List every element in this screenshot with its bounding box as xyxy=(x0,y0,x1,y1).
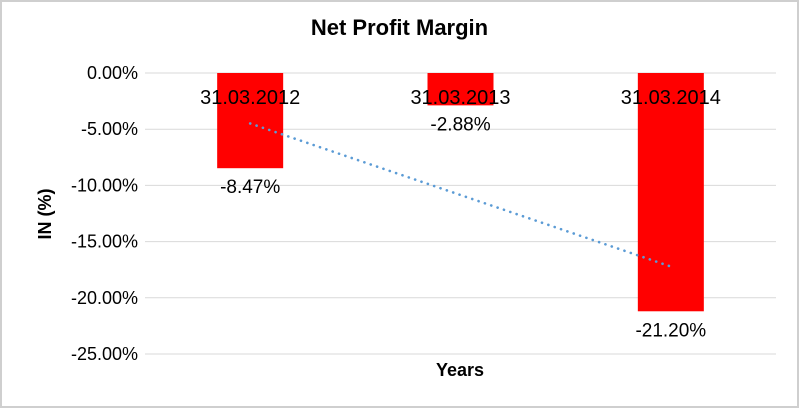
y-tick-label: -20.00% xyxy=(71,288,138,308)
value-label: -21.20% xyxy=(635,320,706,341)
y-tick-label: -5.00% xyxy=(81,119,138,139)
value-label: -8.47% xyxy=(220,177,280,198)
value-label: -2.88% xyxy=(430,114,490,135)
y-tick-label: -15.00% xyxy=(71,232,138,252)
x-axis-title: Years xyxy=(435,360,485,380)
bar xyxy=(427,73,494,106)
chart-title: Net Profit Margin xyxy=(310,15,489,40)
y-tick-label: 0.00% xyxy=(87,63,138,83)
category-label: 31.03.2012 xyxy=(200,87,300,109)
bar xyxy=(637,73,704,312)
y-tick-label: -25.00% xyxy=(71,344,138,364)
trendline xyxy=(248,122,673,268)
category-label: 31.03.2014 xyxy=(621,87,721,109)
category-label: 31.03.2013 xyxy=(410,87,510,109)
bar xyxy=(217,73,284,169)
y-tick-label: -10.00% xyxy=(71,175,138,195)
